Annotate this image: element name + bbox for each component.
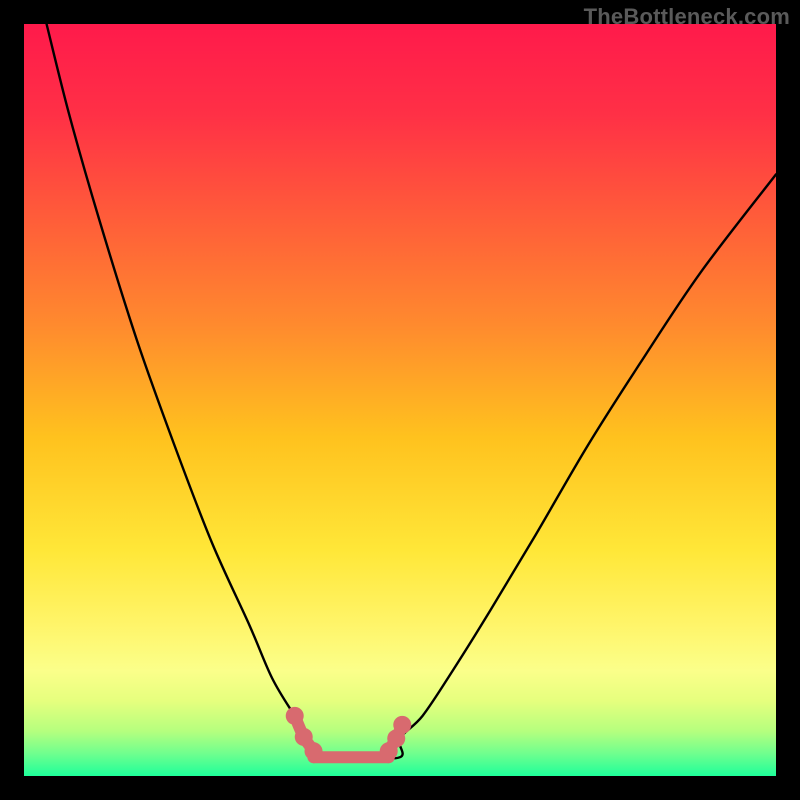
- highlight-marker-left-2: [305, 742, 323, 760]
- highlight-marker-right-2: [393, 716, 411, 734]
- chart-frame: TheBottleneck.com: [0, 0, 800, 800]
- bottleneck-chart: [24, 24, 776, 776]
- highlight-marker-left-0: [286, 707, 304, 725]
- chart-background: [24, 24, 776, 776]
